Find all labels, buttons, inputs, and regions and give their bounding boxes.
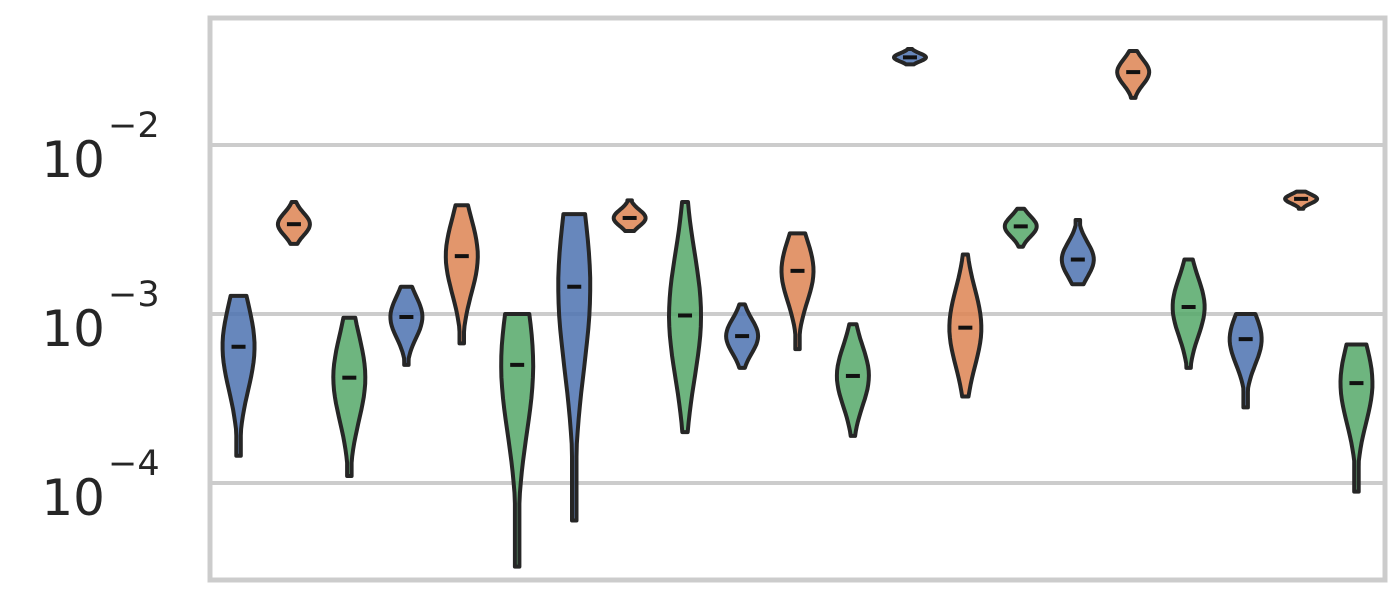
plot-frame: [207, 15, 1388, 583]
violin-blue: [220, 293, 257, 458]
violin-orange: [779, 231, 816, 352]
violin-blue: [1227, 312, 1264, 410]
y-tick-label: 10−4: [41, 444, 159, 527]
violins: [220, 47, 1375, 569]
y-tick-labels: 10−410−310−2: [41, 106, 159, 527]
violin-orange: [947, 252, 984, 399]
violin-green: [834, 322, 871, 438]
violin-blue: [556, 212, 593, 523]
y-tick-exponent: −3: [108, 275, 160, 315]
y-tick-base: 10: [41, 469, 105, 527]
y-tick-base: 10: [41, 300, 105, 358]
y-tick-exponent: −4: [108, 444, 160, 484]
y-tick-label: 10−2: [41, 106, 159, 189]
violin-blue: [1059, 218, 1096, 287]
violin-green: [1170, 257, 1207, 370]
violin-green: [499, 312, 536, 569]
y-tick-base: 10: [41, 131, 105, 189]
y-tick-exponent: −2: [108, 106, 160, 146]
violin-green: [331, 315, 368, 478]
violin-orange: [1115, 49, 1152, 100]
violin-orange: [443, 203, 480, 346]
y-tick-label: 10−3: [41, 275, 159, 358]
violin-green: [1338, 342, 1375, 494]
violin-blue: [388, 284, 425, 367]
violin-orange: [611, 198, 648, 233]
